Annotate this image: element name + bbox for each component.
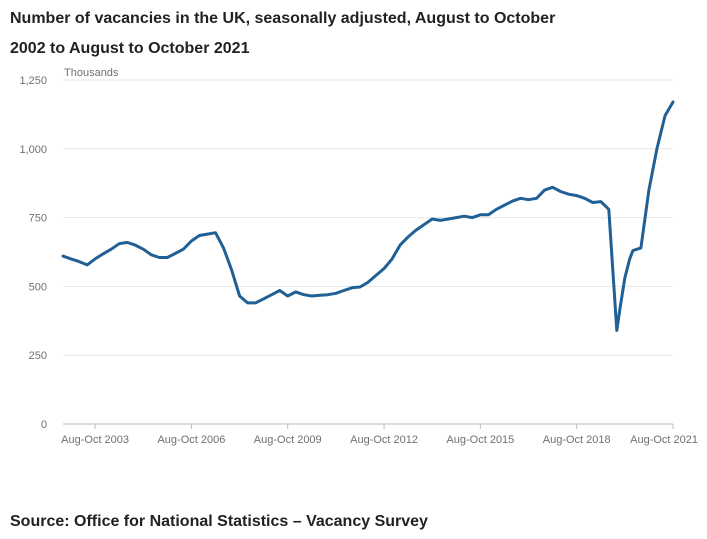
- x-tick-label: Aug-Oct 2009: [254, 434, 322, 446]
- grid-lines: [63, 79, 673, 356]
- x-tick-label: Aug-Oct 2018: [543, 434, 611, 446]
- x-tick-label: Aug-Oct 2003: [61, 434, 129, 446]
- chart-title: Number of vacancies in the UK, seasonall…: [10, 4, 700, 64]
- source-note: Source: Office for National Statistics –…: [10, 513, 428, 530]
- chart-title-line-2: 2002 to August to October 2021: [10, 40, 250, 57]
- y-axis-ticks: 0 250 500 750 1,000 1,250: [19, 75, 47, 431]
- y-tick-label: 250: [29, 350, 47, 362]
- y-tick-label: 0: [41, 419, 47, 431]
- x-axis-ticks: Aug-Oct 2003 Aug-Oct 2006 Aug-Oct 2009 Aug-…: [61, 424, 698, 446]
- y-axis-unit-label: Thousands: [64, 67, 119, 79]
- chart-title-line-1: Number of vacancies in the UK, seasonall…: [10, 10, 556, 27]
- x-tick-label: Aug-Oct 2021: [630, 434, 698, 446]
- y-tick-label: 750: [29, 213, 47, 225]
- x-tick-label: Aug-Oct 2006: [157, 434, 225, 446]
- series-line-vacancies: [61, 100, 675, 332]
- y-tick-label: 1,250: [19, 75, 47, 87]
- y-tick-label: 1,000: [19, 144, 47, 156]
- x-tick-label: Aug-Oct 2012: [350, 434, 418, 446]
- y-tick-label: 500: [29, 281, 47, 293]
- x-tick-label: Aug-Oct 2015: [446, 434, 514, 446]
